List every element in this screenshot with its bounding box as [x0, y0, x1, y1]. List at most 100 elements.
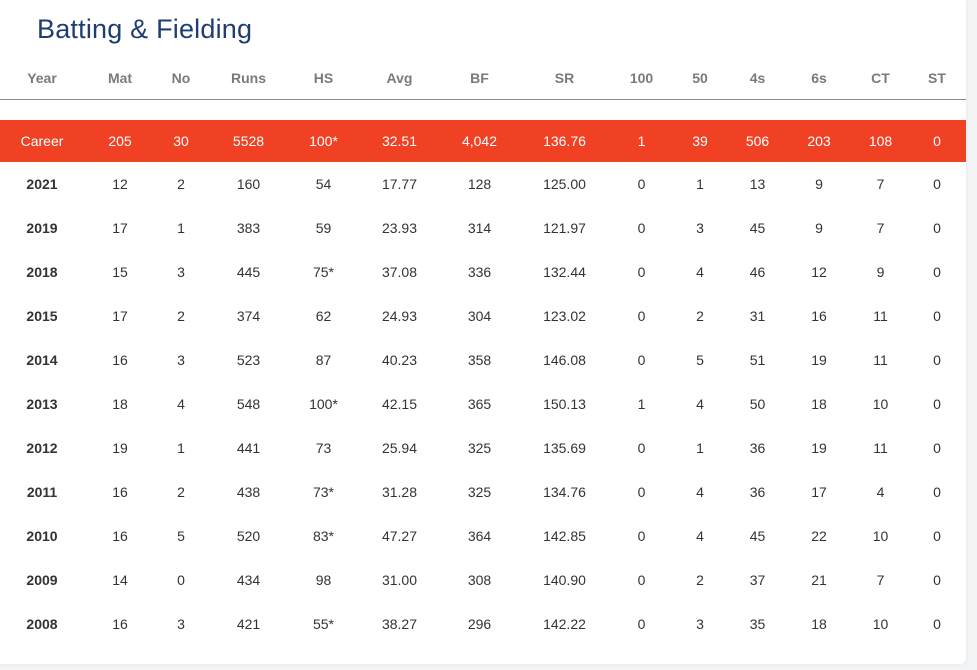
cell-100: 0 [637, 220, 646, 236]
cell-4s: 46 [749, 264, 766, 280]
cell-year[interactable]: 2011 [26, 484, 58, 500]
cell-4s: 50 [749, 396, 766, 412]
cell-avg: 23.93 [381, 220, 418, 236]
cell-bf: 304 [467, 308, 492, 324]
column-header-4s[interactable]: 4s [730, 56, 785, 100]
cell-6s: 19 [811, 352, 827, 368]
cell-bf: 308 [467, 572, 492, 588]
batting-fielding-card: Batting & Fielding Year Mat No Runs HS Avg BF S… [0, 0, 966, 664]
cell-mat: 16 [112, 484, 128, 500]
cell-avg: 47.27 [381, 528, 418, 544]
table-body: Career 205 30 5528 100* 32.51 4,042 136.76 1 39 50… [0, 100, 966, 647]
column-header-100[interactable]: 100 [613, 56, 670, 100]
cell-mat: 14 [112, 572, 128, 588]
cell-no: 3 [177, 264, 185, 280]
cell-100: 0 [637, 440, 646, 456]
career-row: Career 205 30 5528 100* 32.51 4,042 136.76 1 39 50… [0, 120, 966, 162]
cell-no: 1 [177, 220, 185, 236]
cell-no: 3 [177, 616, 185, 632]
cell-ct: 7 [876, 176, 885, 192]
column-header-mat[interactable]: Mat [84, 56, 156, 100]
column-header-runs[interactable]: Runs [206, 56, 291, 100]
column-header-ct[interactable]: CT [853, 56, 908, 100]
cell-6s: 203 [785, 120, 853, 162]
cell-mat: 12 [112, 176, 128, 192]
cell-year[interactable]: 2015 [26, 308, 58, 324]
cell-year[interactable]: 2013 [26, 396, 58, 412]
cell-hs: 75* [312, 264, 335, 280]
cell-bf: 314 [467, 220, 492, 236]
cell-ct: 10 [872, 396, 889, 412]
cell-avg: 25.94 [381, 440, 418, 456]
cell-50: 3 [696, 616, 704, 632]
cell-no: 2 [177, 308, 185, 324]
column-header-st[interactable]: ST [908, 56, 966, 100]
cell-ct: 4 [876, 484, 885, 500]
column-header-hs[interactable]: HS [291, 56, 356, 100]
cell-no: 3 [177, 352, 185, 368]
cell-year[interactable]: 2009 [26, 572, 58, 588]
cell-st: 0 [933, 176, 941, 192]
cell-year[interactable]: 2008 [26, 616, 58, 632]
column-header-sr[interactable]: SR [516, 56, 613, 100]
cell-4s: 35 [749, 616, 766, 632]
cell-avg: 38.27 [381, 616, 418, 632]
cell-sr: 135.69 [543, 440, 586, 456]
cell-50: 4 [696, 484, 704, 500]
column-header-year[interactable]: Year [0, 56, 84, 100]
cell-hs: 87 [315, 352, 332, 368]
table-row: 2014 16 3 523 87 40.23 358 146.08 0 5 51 19 11 0 [0, 338, 966, 382]
table-row: 2021 12 2 160 54 17.77 128 125.00 0 1 13 9 7 0 [0, 162, 966, 206]
column-header-50[interactable]: 50 [670, 56, 730, 100]
cell-runs: 523 [236, 352, 261, 368]
cell-6s: 18 [811, 616, 827, 632]
cell-year[interactable]: 2014 [26, 352, 58, 368]
column-header-no[interactable]: No [156, 56, 206, 100]
cell-hs: 100* [309, 396, 338, 412]
table-row: 2008 16 3 421 55* 38.27 296 142.22 0 3 35 18 10 0 [0, 602, 966, 646]
cell-100: 0 [637, 484, 646, 500]
cell-no: 4 [177, 396, 185, 412]
cell-runs: 441 [236, 440, 261, 456]
cell-100: 1 [613, 120, 670, 162]
cell-year[interactable]: 2010 [26, 528, 58, 544]
cell-sr: 123.02 [543, 308, 586, 324]
cell-mat: 16 [112, 352, 128, 368]
cell-mat: 15 [112, 264, 128, 280]
column-header-bf[interactable]: BF [443, 56, 516, 100]
cell-avg: 42.15 [381, 396, 418, 412]
cell-sr: 121.97 [543, 220, 586, 236]
cell-hs: 54 [315, 176, 332, 192]
cell-avg: 31.00 [381, 572, 418, 588]
cell-6s: 12 [811, 264, 827, 280]
cell-hs: 73 [315, 440, 332, 456]
table-row: 2018 15 3 445 75* 37.08 336 132.44 0 4 46 12 9 0 [0, 250, 966, 294]
cell-mat: 17 [112, 220, 128, 236]
cell-year[interactable]: 2018 [26, 264, 58, 280]
cell-ct: 7 [876, 572, 885, 588]
cell-6s: 9 [815, 220, 823, 236]
cell-50: 39 [670, 120, 730, 162]
cell-avg: 31.28 [381, 484, 418, 500]
cell-100: 0 [637, 308, 646, 324]
cell-bf: 325 [467, 440, 492, 456]
cell-st: 0 [933, 528, 941, 544]
cell-year[interactable]: 2019 [26, 220, 58, 236]
cell-4s: 45 [749, 220, 766, 236]
cell-4s: 45 [749, 528, 766, 544]
cell-runs: 374 [236, 308, 261, 324]
cell-runs: 438 [236, 484, 261, 500]
cell-sr: 142.22 [543, 616, 586, 632]
cell-ct: 9 [876, 264, 885, 280]
batting-fielding-table: Year Mat No Runs HS Avg BF SR 100 50 4s 6s CT ST Care… [0, 56, 966, 646]
column-header-6s[interactable]: 6s [785, 56, 853, 100]
cell-100: 0 [637, 352, 646, 368]
cell-year[interactable]: 2021 [26, 176, 58, 192]
cell-runs: 5528 [206, 120, 291, 162]
cell-year[interactable]: 2012 [26, 440, 58, 456]
column-header-avg[interactable]: Avg [356, 56, 443, 100]
cell-st: 0 [933, 484, 941, 500]
cell-ct: 7 [876, 220, 885, 236]
spacer-cell [0, 100, 966, 121]
cell-runs: 445 [236, 264, 261, 280]
